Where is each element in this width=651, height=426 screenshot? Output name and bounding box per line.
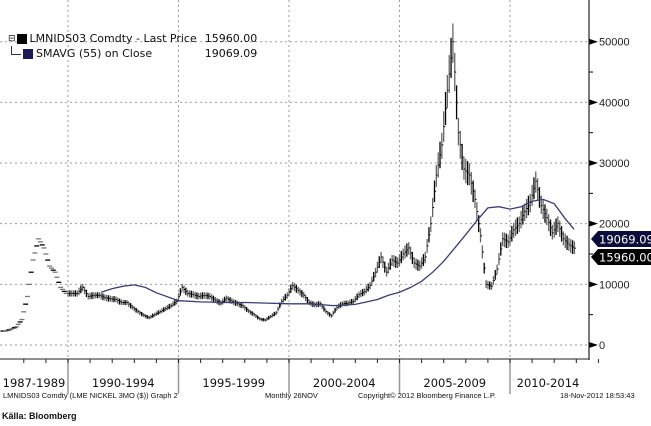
collapse-icon[interactable]: ⊟ bbox=[8, 33, 16, 44]
legend-value: 15960.00 bbox=[204, 31, 258, 45]
y-tick-label: 40000 bbox=[599, 97, 630, 109]
footer-frequency: Monthly 26NOV bbox=[265, 391, 318, 400]
legend-entry-smavg: SMAVG (55) on Close 19069.09 bbox=[8, 46, 257, 61]
legend-label: SMAVG (55) on Close bbox=[36, 46, 153, 60]
y-tick-label: 30000 bbox=[599, 158, 630, 170]
legend-swatch bbox=[16, 33, 27, 44]
value-tag bbox=[591, 231, 651, 247]
legend-label: LMNIDS03 Comdty - Last Price bbox=[29, 31, 197, 45]
y-tick-marker bbox=[589, 281, 598, 288]
legend: ⊟ LMNIDS03 Comdty - Last Price 15960.00 … bbox=[8, 31, 257, 61]
x-period-label: 2010-2014 bbox=[517, 376, 580, 390]
x-period-label: 1990-1994 bbox=[92, 376, 155, 390]
y-tick-label: 20000 bbox=[599, 219, 630, 231]
value-tag-label: 15960.00 bbox=[599, 251, 651, 265]
y-tick-marker bbox=[589, 160, 598, 167]
x-period-label: 2000-2004 bbox=[313, 376, 376, 390]
y-tick-label: 0 bbox=[599, 340, 605, 352]
sma-line bbox=[100, 198, 575, 307]
y-tick-label: 50000 bbox=[599, 37, 630, 49]
source-note: Källa: Bloomberg bbox=[2, 411, 77, 421]
y-tick-marker bbox=[589, 220, 598, 227]
footer-ticker: LMNIDS03 Comdty (LME NICKEL 3MO ($)) Gra… bbox=[3, 391, 178, 400]
x-period-label: 1987-1989 bbox=[3, 376, 66, 390]
value-tag-label: 19069.09 bbox=[599, 233, 651, 247]
legend-swatch bbox=[23, 48, 33, 59]
y-tick-marker bbox=[589, 38, 598, 45]
footer-copyright: Copyright© 2012 Bloomberg Finance L.P. bbox=[358, 391, 496, 400]
y-tick-marker bbox=[589, 99, 598, 106]
x-period-label: 1995-1999 bbox=[202, 376, 265, 390]
x-period-label: 2005-2009 bbox=[423, 376, 486, 390]
footer-timestamp: 18-Nov-2012 18:53:43 bbox=[560, 391, 635, 400]
tree-connector bbox=[11, 46, 21, 55]
legend-entry-last-price: ⊟ LMNIDS03 Comdty - Last Price 15960.00 bbox=[8, 31, 257, 46]
price-series bbox=[67, 23, 576, 322]
legend-value: 19069.09 bbox=[204, 46, 258, 60]
y-tick-marker bbox=[589, 342, 598, 348]
value-tag bbox=[591, 249, 651, 265]
y-tick-label: 10000 bbox=[599, 279, 630, 291]
